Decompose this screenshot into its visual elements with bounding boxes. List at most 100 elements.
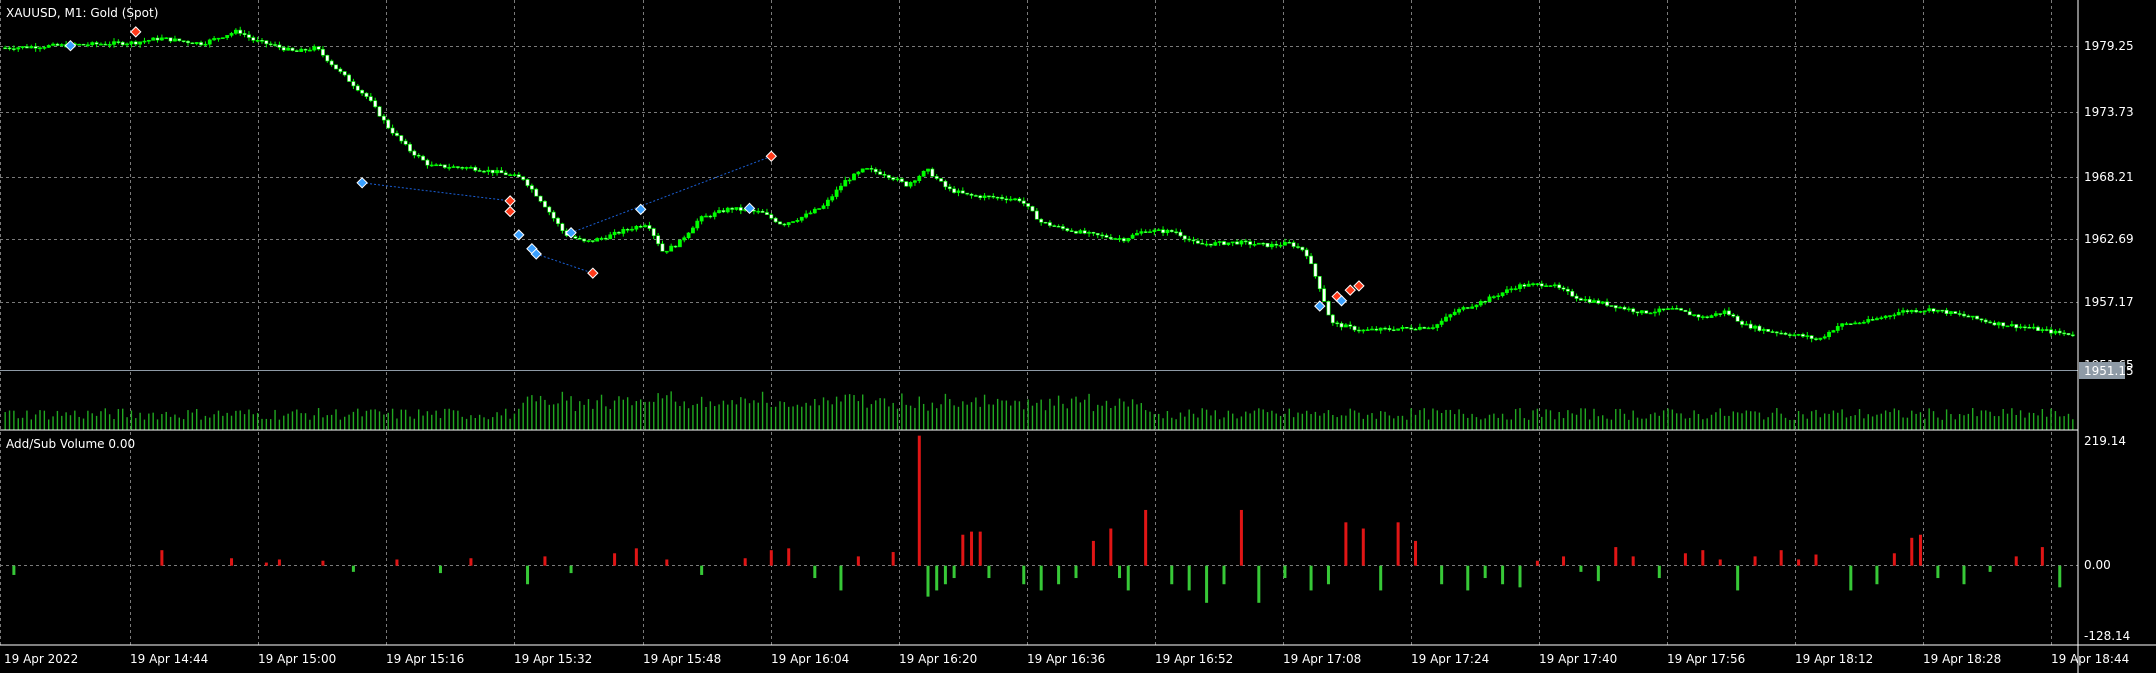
sell-marker (587, 267, 599, 279)
candle-body (33, 46, 38, 49)
candle-body (1152, 229, 1157, 233)
candle-body (1056, 225, 1061, 228)
addsub-bar (469, 558, 473, 566)
addsub-bar (2014, 556, 2018, 566)
candle-body (1539, 283, 1544, 287)
candle-body (791, 221, 795, 223)
candle-body (173, 38, 177, 42)
addsub-bar (1361, 528, 1365, 566)
candle-body (1104, 235, 1109, 238)
candle-body (904, 181, 909, 187)
candle-body (1509, 288, 1514, 291)
candle-body (1065, 228, 1070, 231)
candle-body (1705, 316, 1710, 318)
trade-markers (64, 26, 1365, 312)
candle-body (899, 178, 904, 182)
addsub-bar (634, 548, 638, 566)
addsub-bar (813, 565, 817, 579)
candle-body (1653, 311, 1657, 314)
time-axis: 19 Apr 2022 19 Apr 14:44 19 Apr 15:00 19… (4, 652, 2129, 666)
candle-body (264, 40, 269, 45)
candle-body (2049, 329, 2053, 334)
candle-body (634, 225, 639, 230)
candle-body (1722, 310, 1727, 315)
candle-body (595, 238, 600, 242)
candle-body (856, 171, 861, 175)
candle-body (1970, 315, 1975, 318)
candle-body (638, 225, 643, 228)
candle-body (1209, 243, 1213, 246)
candle-body (469, 167, 473, 169)
candle-body (1121, 238, 1126, 242)
candle-body (1792, 334, 1797, 337)
addsub-bar (787, 548, 791, 566)
addsub-bar (230, 558, 234, 566)
sell-marker (130, 26, 142, 38)
candle-body (1426, 327, 1431, 330)
candle-body (825, 199, 830, 207)
candle-body (577, 237, 582, 240)
addsub-bar (1326, 565, 1330, 585)
candle-body (1922, 310, 1927, 313)
candle-body (142, 40, 147, 43)
candle-body (1082, 230, 1087, 234)
candle-body (2066, 333, 2071, 336)
time-label-12: 19 Apr 17:40 (1539, 652, 1617, 666)
time-label-6: 19 Apr 16:04 (771, 652, 849, 666)
current-price-badge (2079, 362, 2125, 379)
time-label-11: 19 Apr 17:24 (1411, 652, 1489, 666)
candle-body (1879, 317, 1884, 320)
candle-body (717, 210, 721, 214)
candle-body (1831, 330, 1836, 333)
candle-body (730, 207, 735, 210)
candle-body (2014, 324, 2019, 329)
candle-body (1709, 315, 1714, 318)
candle-body (2057, 330, 2062, 334)
candle-body (551, 211, 556, 219)
addsub-bar (1091, 540, 1095, 566)
candle-body (930, 168, 935, 177)
candle-body (1914, 310, 1919, 313)
candle-body (1565, 288, 1570, 292)
candle-body (1679, 308, 1683, 311)
candle-body (1178, 231, 1183, 237)
candle-body (621, 229, 626, 234)
addsub-bar (743, 558, 747, 566)
candle-body (229, 33, 234, 36)
candle-body (155, 37, 160, 41)
candle-body (786, 222, 791, 226)
candle-body (1478, 301, 1483, 306)
addsub-bar (2040, 547, 2044, 566)
candle-body (1269, 243, 1274, 248)
addsub-bar (961, 534, 965, 566)
time-label-1: 19 Apr 14:44 (130, 652, 208, 666)
candle-body (220, 37, 225, 39)
candle-body (416, 154, 421, 157)
candle-body (1078, 230, 1083, 234)
candle-body (1844, 323, 1849, 325)
candle-body (1592, 300, 1596, 303)
candle-body (1230, 241, 1235, 244)
candle-body (1357, 329, 1361, 332)
candle-body (1600, 301, 1605, 304)
addsub-bar (1814, 554, 1818, 566)
candle-body (460, 167, 465, 169)
candle-body (865, 168, 869, 170)
candle-body (159, 37, 164, 41)
candlestick-series[interactable] (3, 26, 2075, 343)
candle-body (2044, 329, 2049, 331)
addsub-bar (1518, 565, 1522, 588)
candle-body (20, 46, 25, 48)
addsub-bar (1779, 550, 1783, 566)
candle-body (1391, 329, 1396, 331)
candle-body (1370, 328, 1374, 331)
addsub-bar (856, 556, 860, 566)
candle-body (1091, 231, 1096, 234)
addsub-bar (321, 560, 325, 566)
candle-body (1966, 315, 1971, 318)
time-label-8: 19 Apr 16:36 (1027, 652, 1105, 666)
price-label-3: 1962.69 (2084, 232, 2134, 246)
candle-body (403, 140, 408, 145)
candle-body (473, 167, 478, 171)
